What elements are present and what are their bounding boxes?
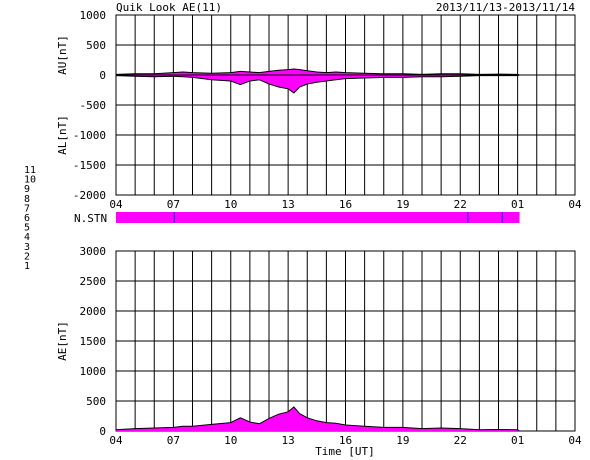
au-line [115,68,520,76]
ytick-label: 1000 [80,9,107,22]
al-line [115,74,520,94]
ytick-label: -1500 [73,159,106,172]
al-axis-label: AL[nT] [56,115,69,155]
nstn-legend-item: 3 [24,242,30,253]
date-range: 2013/11/13-2013/11/14 [436,1,575,14]
ytick-label: 0 [99,425,106,438]
nstn-legend-item: 7 [24,203,30,214]
nstn-fill [116,212,520,223]
ytick-label: 0 [99,69,106,82]
xtick-label: 04 [109,198,123,211]
au-al-xticks: 04 07 10 13 16 19 22 01 04 [109,198,582,211]
nstn-legend-item: 2 [24,251,30,262]
xtick-label: 07 [167,198,180,211]
xtick-label: 10 [224,434,237,447]
ytick-label: 1000 [80,365,107,378]
xtick-label: 16 [339,198,352,211]
ae-gridlines [116,250,575,432]
ytick-label: 2000 [80,305,107,318]
xtick-label: 13 [282,198,295,211]
xtick-label: 07 [167,434,180,447]
au-axis-label: AU[nT] [56,35,69,75]
ytick-label: 2500 [80,275,107,288]
xtick-label: 19 [396,198,409,211]
ytick-label: 3000 [80,245,107,258]
nstn-label: N.STN [74,212,107,225]
nstn-legend-item: 5 [24,223,30,234]
nstn-legend-item: 4 [24,232,30,243]
au-al-yticks: 1000 500 0 -500 -1000 -1500 -2000 [73,9,106,202]
xtick-label: 04 [568,198,582,211]
nstn-bar [116,212,520,223]
xtick-label: 13 [282,434,295,447]
ytick-label: -2000 [73,189,106,202]
ytick-label: 500 [86,395,106,408]
al-area [116,75,520,93]
nstn-legend-item: 11 [24,165,36,176]
nstn-legend-item: 1 [24,261,30,272]
chart-title: Quik Look AE(11) [116,1,222,14]
ae-xticks: 04 07 10 13 16 19 22 01 04 [109,434,582,447]
xtick-label: 01 [511,198,524,211]
xtick-label: 01 [511,434,524,447]
xtick-label: 22 [454,434,467,447]
xtick-label: 16 [339,434,352,447]
nstn-legend-item: 6 [24,213,30,224]
xtick-label: 04 [109,434,123,447]
nstn-legend-item: 10 [24,175,36,186]
ae-axis-label: AE[nT] [56,321,69,361]
xtick-label: 10 [224,198,237,211]
ae-yticks: 3000 2500 2000 1500 1000 500 0 [80,245,107,438]
ae-line [115,406,520,432]
ae-area [116,407,520,431]
xtick-label: 04 [568,434,582,447]
time-axis-label: Time [UT] [315,445,375,458]
ytick-label: -500 [80,99,107,112]
ytick-label: 1500 [80,335,107,348]
au-al-panel: 1000 500 0 -500 -1000 -1500 -2000 04 07 10 13 16 19… [56,9,582,211]
ytick-label: -1000 [73,129,106,142]
nstn-legend-item: 9 [24,184,30,195]
ytick-label: 500 [86,39,106,52]
xtick-label: 19 [396,434,409,447]
xtick-label: 22 [454,198,467,211]
nstn-legend-item: 8 [24,194,30,205]
